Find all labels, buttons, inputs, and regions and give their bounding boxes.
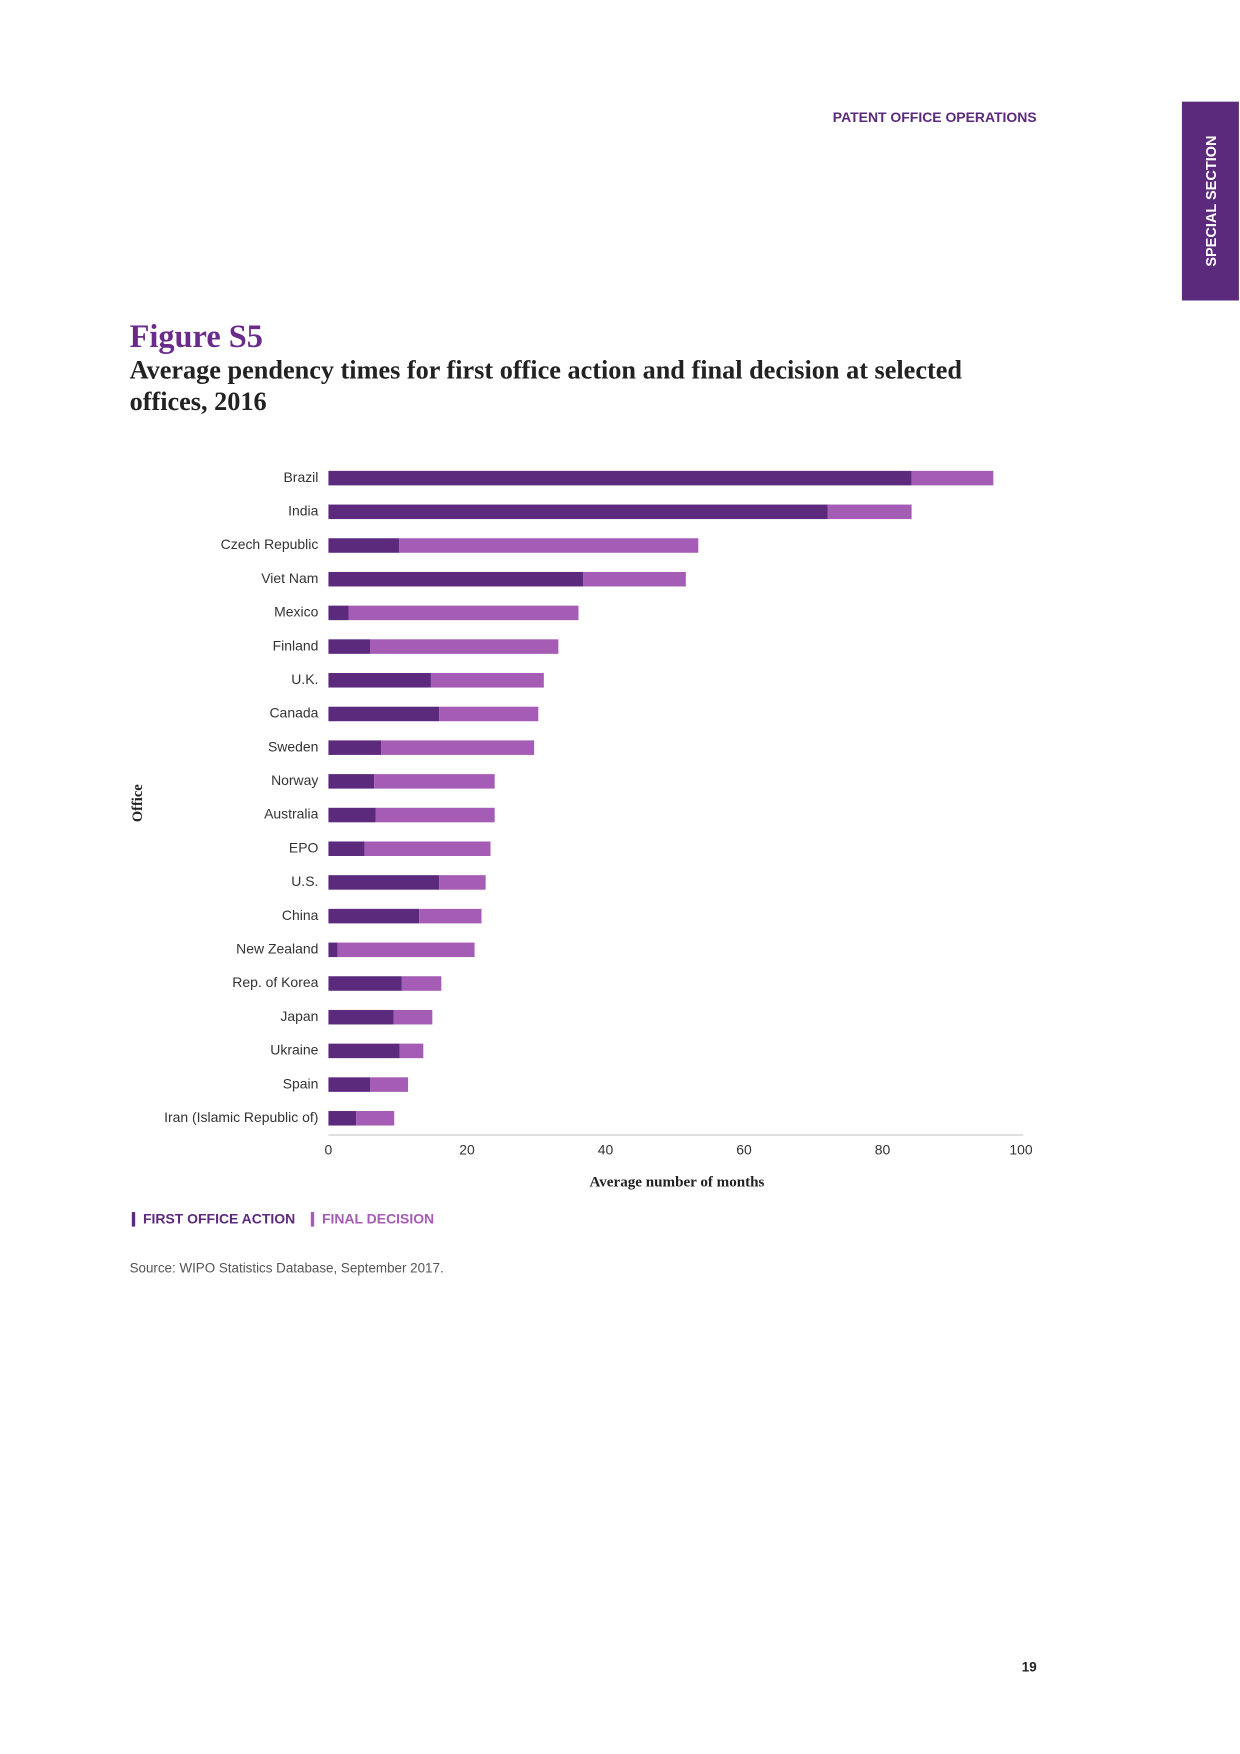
legend-label: FIRST OFFICE ACTION <box>143 1211 295 1227</box>
bar-segment <box>430 673 544 688</box>
bar-segment <box>328 571 584 587</box>
bar-segment <box>439 875 486 890</box>
bar-segment <box>375 807 495 823</box>
x-tick-label: 20 <box>459 1141 475 1157</box>
y-tick-label: Iran (Islamic Republic of) <box>164 1109 318 1125</box>
bar-segment <box>356 1111 395 1126</box>
y-tick-label: Czech Republic <box>221 536 319 552</box>
y-tick-label: Brazil <box>283 469 318 485</box>
y-tick-label: Mexico <box>274 604 318 620</box>
bar-segment <box>328 807 376 823</box>
bar-segment <box>328 706 440 722</box>
y-tick-label: Rep. of Korea <box>232 974 318 990</box>
bar-segment <box>328 1043 400 1059</box>
bar-segment <box>364 841 491 857</box>
bar-segment <box>328 740 382 755</box>
legend-label: FINAL DECISION <box>322 1211 434 1227</box>
bar-segment <box>439 706 539 722</box>
legend-marker <box>310 1212 315 1227</box>
bar-segment <box>328 639 370 654</box>
bar-segment <box>369 1077 409 1092</box>
bar-segment <box>328 976 402 991</box>
bar-segment <box>911 470 994 486</box>
bar-segment <box>348 605 579 621</box>
x-tick-label: 60 <box>736 1141 752 1157</box>
bar-segment <box>583 571 686 587</box>
bar-segment <box>827 504 912 520</box>
y-tick-label: Japan <box>280 1008 318 1024</box>
y-tick-label: India <box>288 503 318 519</box>
bar-segment <box>328 942 338 958</box>
x-tick-label: 0 <box>325 1141 333 1157</box>
figure-label: Figure S5 <box>130 319 263 355</box>
y-tick-label: Australia <box>264 806 319 822</box>
bar-segment <box>369 639 559 654</box>
bar-segment <box>328 605 349 621</box>
bar-segment <box>393 1009 433 1025</box>
bar-segment <box>328 538 400 553</box>
x-axis-title: Average number of months <box>590 1174 765 1190</box>
bar-segment <box>328 504 828 520</box>
bar-segment <box>328 1111 357 1126</box>
bar-segment <box>419 908 482 924</box>
y-tick-label: Canada <box>269 705 318 721</box>
bar-segment <box>328 875 440 890</box>
y-tick-label: U.S. <box>291 873 318 889</box>
chart-title: Average pendency times for first office … <box>129 356 962 417</box>
bar-segment <box>401 976 442 991</box>
y-tick-label: Spain <box>283 1075 319 1091</box>
side-tab-text: SPECIAL SECTION <box>1204 135 1220 266</box>
x-tick-label: 100 <box>1009 1141 1033 1157</box>
page-number: 19 <box>1022 1659 1037 1674</box>
bar-segment <box>328 1077 370 1092</box>
bar-segment <box>328 841 365 857</box>
y-tick-label: Viet Nam <box>261 570 318 586</box>
header: PATENT OFFICE OPERATIONS <box>833 109 1037 125</box>
source: Source: WIPO Statistics Database, Septem… <box>130 1261 444 1276</box>
bar-segment <box>374 774 495 789</box>
bar-segment <box>328 1009 394 1025</box>
bar-segment <box>328 673 431 688</box>
y-tick-label: Ukraine <box>270 1042 318 1058</box>
y-tick-label: Finland <box>273 637 319 653</box>
y-tick-label: EPO <box>289 839 319 855</box>
legend-marker <box>131 1212 136 1227</box>
y-tick-label: Sweden <box>268 738 318 754</box>
y-tick-label: China <box>282 907 319 923</box>
y-tick-label: New Zealand <box>236 941 318 957</box>
bar-segment <box>328 470 912 486</box>
bar-segment <box>337 942 475 958</box>
bar-segment <box>399 1043 424 1059</box>
y-tick-label: U.K. <box>291 671 318 687</box>
x-tick-label: 80 <box>875 1141 891 1157</box>
side-tab <box>1181 101 1239 301</box>
bar-segment <box>399 538 699 553</box>
bar-segment <box>328 774 375 789</box>
y-axis-title: Office <box>130 784 146 822</box>
x-tick-label: 40 <box>598 1141 614 1157</box>
y-tick-label: Norway <box>271 772 318 788</box>
bar-segment <box>381 740 535 755</box>
bar-segment <box>328 908 420 924</box>
